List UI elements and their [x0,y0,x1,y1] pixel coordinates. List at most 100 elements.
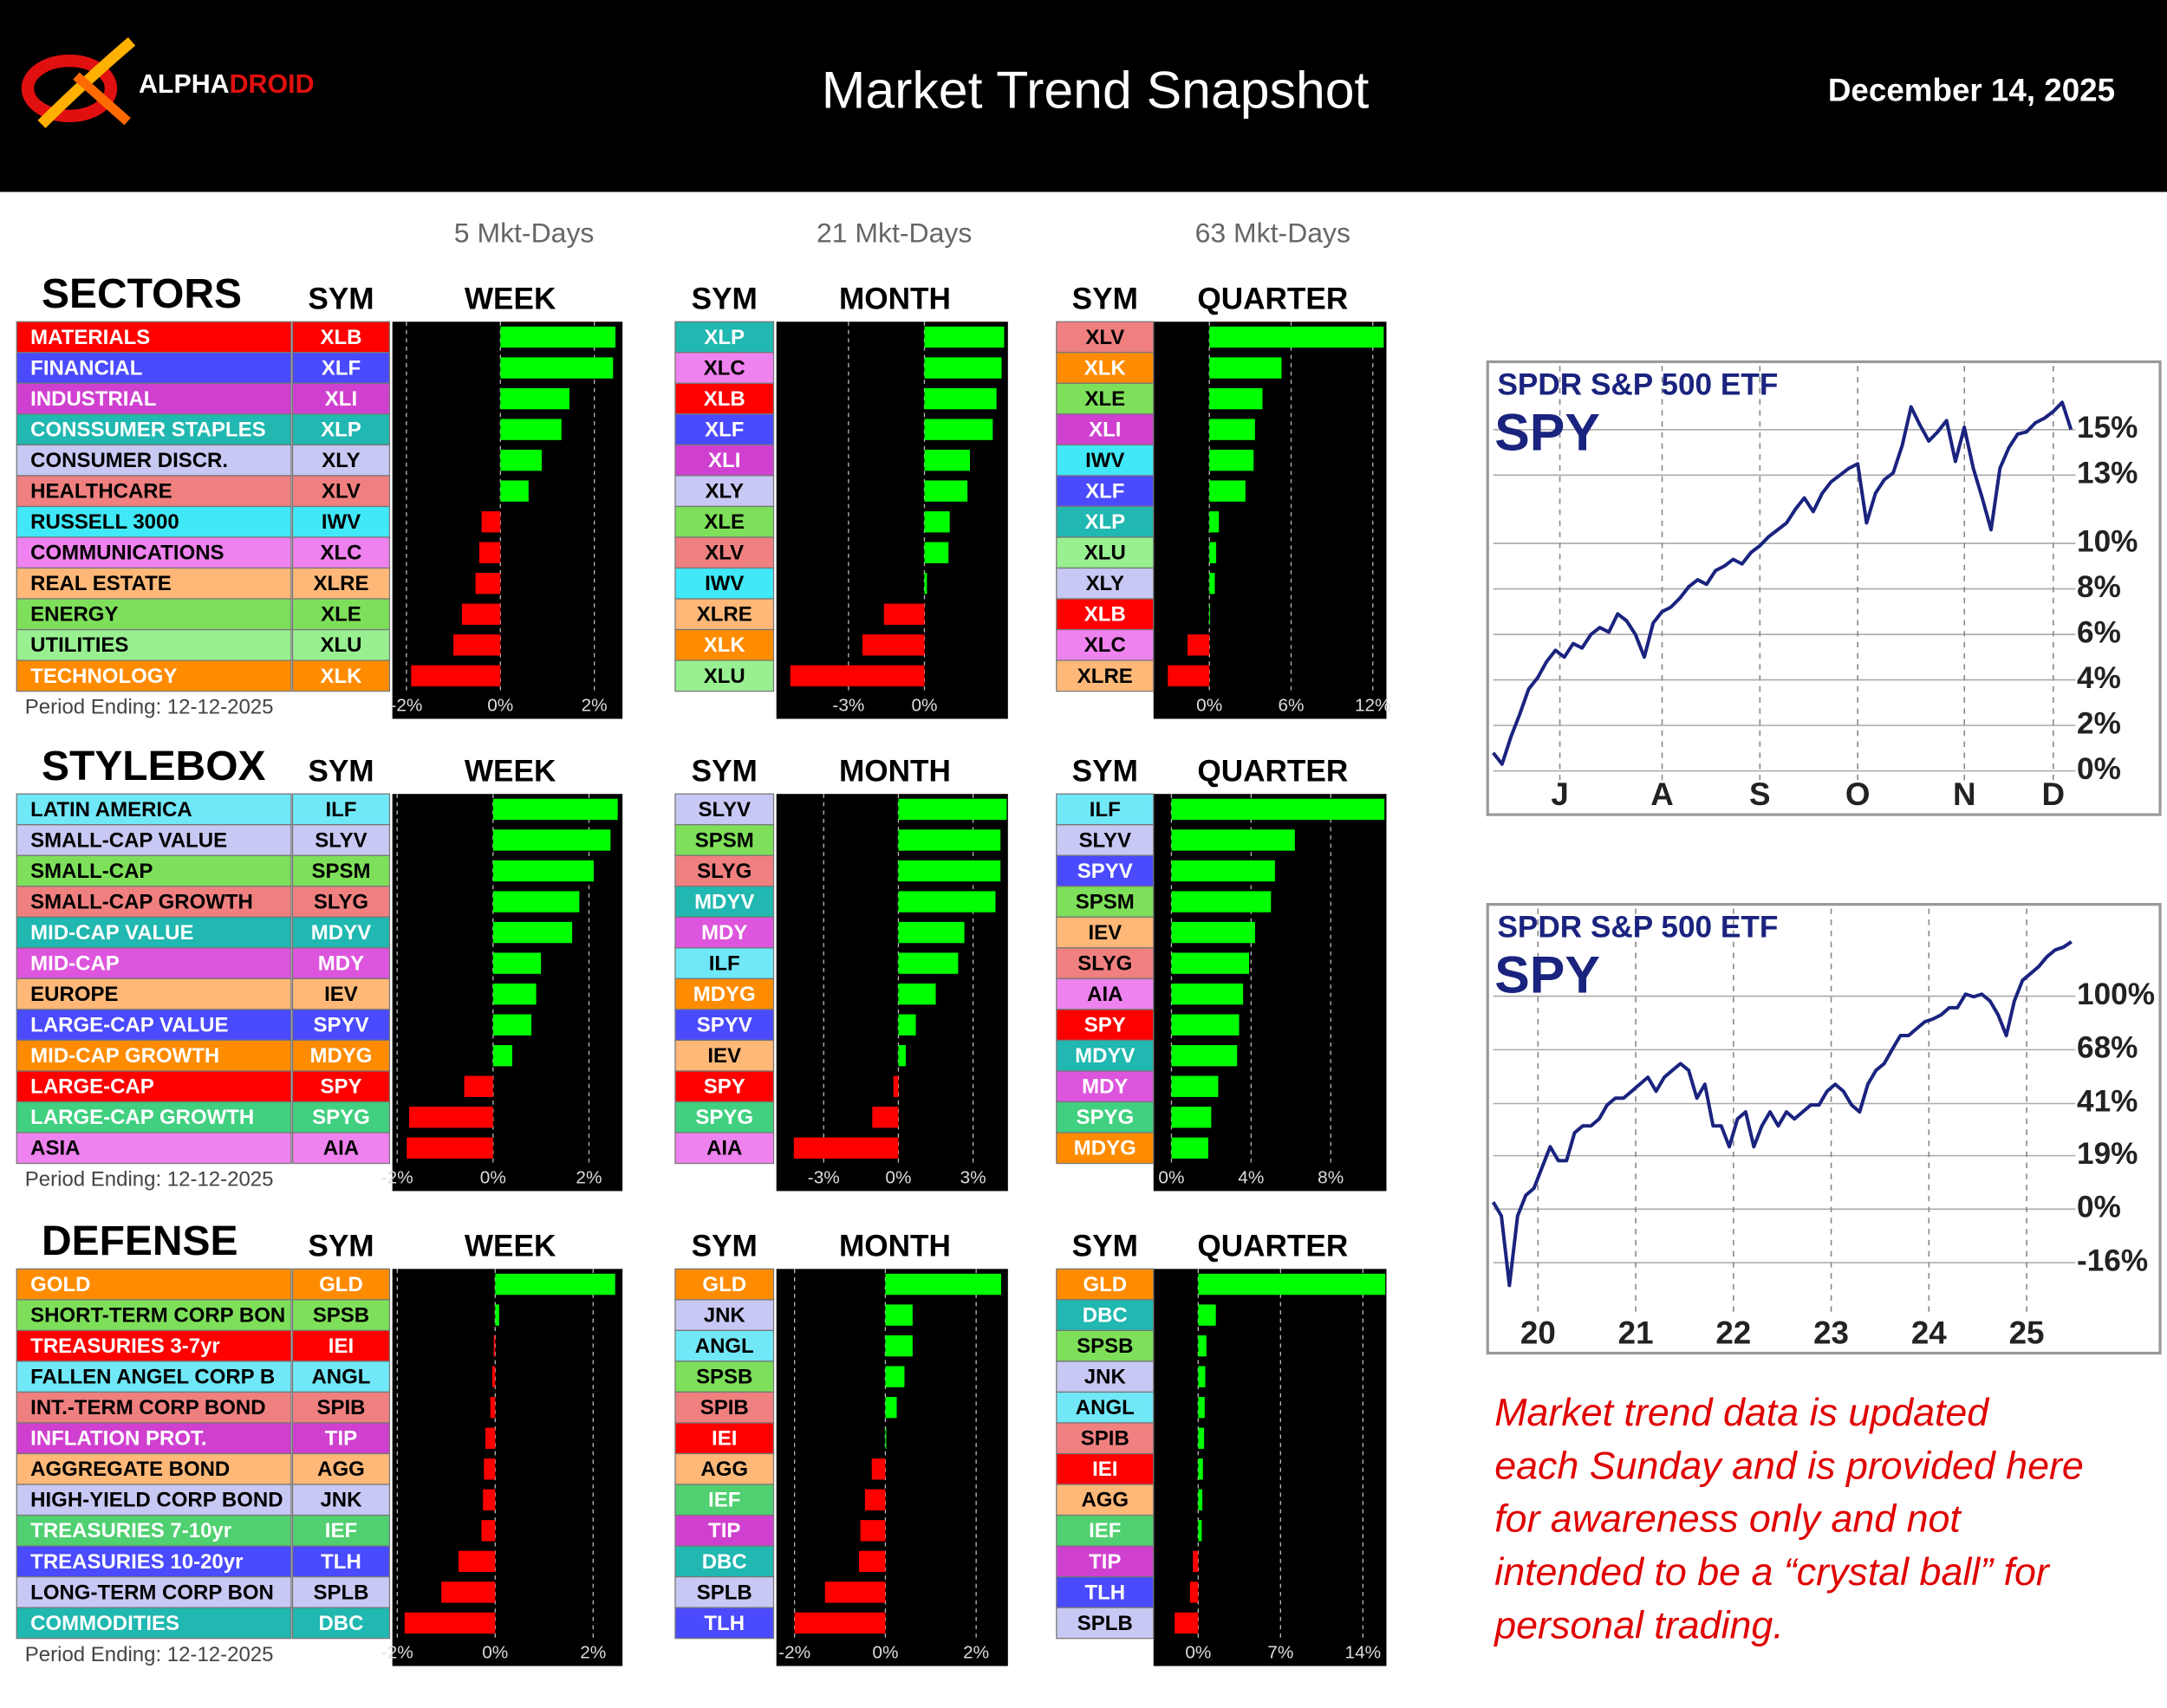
sym-cell [674,1299,775,1332]
x-tick-label: -3% [808,1168,840,1188]
row-name: FALLEN ANGEL CORP B [30,1366,275,1389]
bar [1198,1366,1206,1387]
bar [885,1397,897,1419]
column-header: 21 Mkt-Days [817,217,972,248]
row-name: HIGH-YIELD CORP BOND [30,1489,283,1512]
row-name: CONSUMER DISCR. [30,449,228,472]
bar [484,1458,496,1480]
bar [1198,1304,1216,1326]
sym-cell [291,413,391,446]
sym-cell [1056,1329,1155,1362]
row-sym: TLH [704,1612,745,1635]
bar [1209,480,1246,502]
row-name: REAL ESTATE [30,572,172,595]
period-ending: Period Ending: 12-12-2025 [25,696,274,719]
bar [885,1335,913,1357]
row-sym: XLE [1084,387,1125,411]
note-line: intended to be a “crystal ball” for [1494,1551,2051,1594]
row-sym: XLF [1085,480,1124,503]
sym-cell [674,628,775,661]
sym-cell [291,1361,391,1393]
bar [898,952,959,974]
name-cell [16,1132,292,1165]
sym-cell [1056,854,1155,887]
row-sym: XLY [706,480,744,503]
sym-cell [1056,1101,1155,1133]
y-tick-label: 2% [2077,706,2121,740]
sym-cell [291,1484,391,1516]
bar [485,1427,496,1449]
row-sym: SPSB [313,1304,369,1328]
row-sym: XLI [708,449,740,472]
bar [475,573,501,594]
sym-cell [291,659,391,692]
x-tick-label: 2% [580,1643,606,1663]
bar [1209,387,1263,410]
row-sym: SPYV [313,1014,368,1037]
row-sym: MDYV [694,891,754,914]
row-sym: SPSM [311,860,370,883]
bar [492,952,542,974]
row-sym: SLYG [1077,952,1132,976]
row-sym: DBC [1083,1304,1128,1328]
x-tick-label: 0% [872,1643,898,1663]
x-tick-label: 7% [1267,1643,1293,1663]
panel-title: QUARTER [1197,283,1348,316]
panel-title: MONTH [839,1230,951,1263]
bar-panel [392,321,623,719]
sym-header: SYM [308,1230,374,1263]
row-sym: XLF [705,419,744,442]
row-sym: IWV [705,572,744,595]
row-name: COMMODITIES [30,1612,179,1635]
y-tick-label: 15% [2077,411,2138,445]
name-cell [16,886,292,918]
bar [481,511,501,533]
row-sym: AIA [706,1137,742,1160]
sym-cell [291,1132,391,1165]
bar [492,1045,512,1067]
chart-symbol: SPY [1494,403,1600,462]
sym-cell [674,886,775,918]
row-sym: IEV [1088,921,1122,945]
row-sym: SLYV [315,828,367,852]
x-tick-label: 21 [1618,1315,1654,1351]
bar [898,1045,907,1067]
row-sym: GLD [319,1273,363,1296]
row-name: TECHNOLOGY [30,665,177,688]
row-name: SHORT-TERM CORP BON [30,1304,285,1328]
bar [924,511,950,533]
name-cell [16,824,292,856]
row-sym: XLC [1084,633,1126,657]
name-cell [16,536,292,569]
x-tick-label: 3% [960,1168,986,1188]
section-title: DEFENSE [42,1218,238,1264]
x-tick-label: 22 [1715,1315,1751,1351]
row-sym: IEF [325,1519,357,1542]
sym-cell [674,1329,775,1362]
sym-cell [1056,1607,1155,1640]
row-sym: MDY [701,921,747,945]
bar [871,1458,886,1480]
sym-header: SYM [308,283,374,316]
sym-cell [291,352,391,384]
bar [860,1520,886,1542]
row-sym: IEV [324,983,358,1006]
bar [1198,1489,1203,1510]
panel-title: WEEK [465,283,556,316]
sym-cell [291,1545,391,1578]
row-sym: SPYG [695,1106,753,1129]
sym-cell [674,1009,775,1042]
sym-cell [674,1391,775,1424]
sym-cell [1056,536,1155,569]
bar [1209,511,1220,533]
bar [924,419,993,440]
bar [500,326,616,348]
row-sym: SLYV [699,798,751,822]
sym-cell [291,1009,391,1042]
name-cell [16,352,292,384]
sym-cell [291,598,391,631]
bar [862,634,925,656]
bar [885,1366,905,1387]
row-sym: SPSM [695,828,754,852]
